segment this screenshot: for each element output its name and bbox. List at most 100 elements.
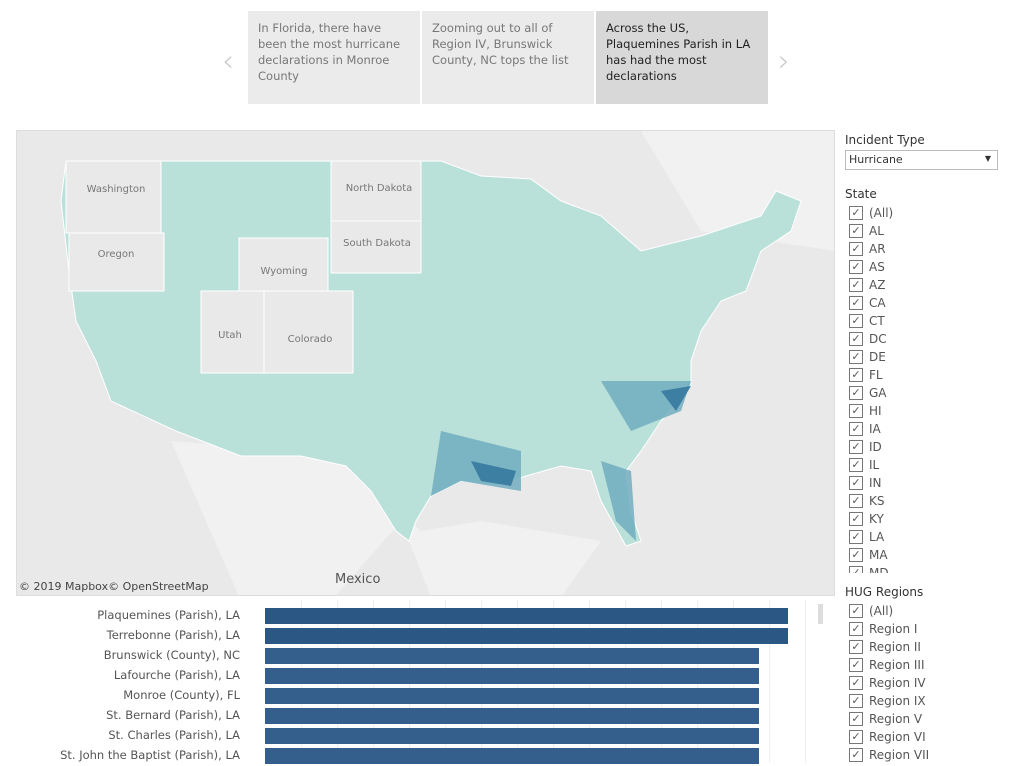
bar-label: Terrebonne (Parish), LA (106, 628, 240, 642)
checkbox-checked-icon[interactable]: ✓ (849, 404, 863, 418)
bar-row[interactable]: St. Charles (Parish), LA (0, 726, 800, 746)
story-point-1[interactable]: In Florida, there have been the most hur… (248, 11, 420, 104)
checkbox-item[interactable]: ✓ (All) (845, 204, 893, 222)
checkbox-checked-icon[interactable]: ✓ (849, 206, 863, 220)
county-map[interactable]: Washington Oregon Wyoming Utah Colorado … (16, 130, 835, 596)
checkbox-item[interactable]: ✓ FL (845, 366, 893, 384)
checkbox-checked-icon[interactable]: ✓ (849, 386, 863, 400)
checkbox-item[interactable]: ✓ (All) (845, 602, 929, 620)
checkbox-item[interactable]: ✓ Region IV (845, 674, 929, 692)
checkbox-item[interactable]: ✓ CT (845, 312, 893, 330)
checkbox-checked-icon[interactable]: ✓ (849, 676, 863, 690)
checkbox-checked-icon[interactable]: ✓ (849, 730, 863, 744)
checkbox-checked-icon[interactable]: ✓ (849, 278, 863, 292)
checkbox-checked-icon[interactable]: ✓ (849, 530, 863, 544)
checkbox-checked-icon[interactable]: ✓ (849, 566, 863, 573)
checkbox-checked-icon[interactable]: ✓ (849, 422, 863, 436)
bar-row[interactable]: Monroe (County), FL (0, 686, 800, 706)
bar[interactable] (265, 748, 759, 764)
bar[interactable] (265, 648, 759, 664)
checkbox-checked-icon[interactable]: ✓ (849, 512, 863, 526)
checkbox-item[interactable]: ✓ Region VI (845, 728, 929, 746)
chevron-left-icon[interactable]: ‹ (222, 44, 234, 79)
checkbox-item[interactable]: ✓ Region V (845, 710, 929, 728)
checkbox-checked-icon[interactable]: ✓ (849, 296, 863, 310)
checkbox-item[interactable]: ✓ AZ (845, 276, 893, 294)
checkbox-label: Region VII (869, 748, 930, 762)
checkbox-item[interactable]: ✓ CA (845, 294, 893, 312)
bar-label: Monroe (County), FL (123, 688, 240, 702)
bar[interactable] (265, 668, 759, 684)
bar-row[interactable]: Terrebonne (Parish), LA (0, 626, 800, 646)
scrollbar[interactable] (818, 604, 823, 624)
state-label: Oregon (98, 249, 135, 260)
checkbox-checked-icon[interactable]: ✓ (849, 332, 863, 346)
checkbox-checked-icon[interactable]: ✓ (849, 694, 863, 708)
bar-row[interactable]: Plaquemines (Parish), LA (0, 606, 800, 626)
checkbox-checked-icon[interactable]: ✓ (849, 712, 863, 726)
checkbox-item[interactable]: ✓ GA (845, 384, 893, 402)
bar[interactable] (265, 728, 759, 744)
checkbox-item[interactable]: ✓ MA (845, 546, 893, 564)
incident-type-select[interactable]: Hurricane ▼ (845, 150, 998, 170)
checkbox-checked-icon[interactable]: ✓ (849, 314, 863, 328)
checkbox-label: Region VI (869, 730, 926, 744)
checkbox-item[interactable]: ✓ AL (845, 222, 893, 240)
checkbox-item[interactable]: ✓ Region I (845, 620, 929, 638)
checkbox-item[interactable]: ✓ HI (845, 402, 893, 420)
checkbox-checked-icon[interactable]: ✓ (849, 350, 863, 364)
checkbox-item[interactable]: ✓ KY (845, 510, 893, 528)
checkbox-checked-icon[interactable]: ✓ (849, 224, 863, 238)
country-label: Mexico (335, 572, 381, 587)
checkbox-checked-icon[interactable]: ✓ (849, 748, 863, 762)
checkbox-checked-icon[interactable]: ✓ (849, 242, 863, 256)
bar[interactable] (265, 708, 759, 724)
checkbox-item[interactable]: ✓ IL (845, 456, 893, 474)
bar-row[interactable]: St. Bernard (Parish), LA (0, 706, 800, 726)
checkbox-item[interactable]: ✓ Region III (845, 656, 929, 674)
checkbox-checked-icon[interactable]: ✓ (849, 368, 863, 382)
bar-row[interactable]: Lafourche (Parish), LA (0, 666, 800, 686)
checkbox-item[interactable]: ✓ DE (845, 348, 893, 366)
checkbox-item[interactable]: ✓ Region II (845, 638, 929, 656)
checkbox-checked-icon[interactable]: ✓ (849, 440, 863, 454)
checkbox-item[interactable]: ✓ AS (845, 258, 893, 276)
bar-row[interactable]: Brunswick (County), NC (0, 646, 800, 666)
checkbox-checked-icon[interactable]: ✓ (849, 260, 863, 274)
checkbox-label: CT (869, 314, 885, 328)
checkbox-label: Region IX (869, 694, 926, 708)
bar[interactable] (265, 628, 788, 644)
checkbox-checked-icon[interactable]: ✓ (849, 548, 863, 562)
chevron-right-icon[interactable]: › (778, 44, 790, 79)
checkbox-item[interactable]: ✓ Region VII (845, 746, 929, 764)
map-credit[interactable]: © 2019 Mapbox© OpenStreetMap (19, 580, 209, 593)
checkbox-item[interactable]: ✓ LA (845, 528, 893, 546)
checkbox-checked-icon[interactable]: ✓ (849, 458, 863, 472)
bar[interactable] (265, 688, 759, 704)
checkbox-checked-icon[interactable]: ✓ (849, 622, 863, 636)
story-point-3[interactable]: Across the US, Plaquemines Parish in LA … (596, 11, 768, 104)
checkbox-item[interactable]: ✓ DC (845, 330, 893, 348)
checkbox-label: GA (869, 386, 887, 400)
bar[interactable] (265, 608, 788, 624)
checkbox-label: IA (869, 422, 881, 436)
checkbox-item[interactable]: ✓ MD (845, 564, 893, 573)
checkbox-item[interactable]: ✓ KS (845, 492, 893, 510)
checkbox-item[interactable]: ✓ ID (845, 438, 893, 456)
checkbox-item[interactable]: ✓ AR (845, 240, 893, 258)
bar-chart: Plaquemines (Parish), LA Terrebonne (Pari… (0, 600, 820, 766)
checkbox-label: (All) (869, 206, 894, 220)
checkbox-checked-icon[interactable]: ✓ (849, 658, 863, 672)
checkbox-checked-icon[interactable]: ✓ (849, 476, 863, 490)
checkbox-checked-icon[interactable]: ✓ (849, 604, 863, 618)
checkbox-checked-icon[interactable]: ✓ (849, 494, 863, 508)
checkbox-label: AS (869, 260, 885, 274)
dropdown-arrow-icon: ▼ (984, 154, 991, 163)
checkbox-checked-icon[interactable]: ✓ (849, 640, 863, 654)
story-point-2[interactable]: Zooming out to all of Region IV, Brunswi… (422, 11, 594, 104)
checkbox-item[interactable]: ✓ IA (845, 420, 893, 438)
checkbox-item[interactable]: ✓ IN (845, 474, 893, 492)
checkbox-item[interactable]: ✓ Region IX (845, 692, 929, 710)
checkbox-label: Region I (869, 622, 918, 636)
bar-row[interactable]: St. John the Baptist (Parish), LA (0, 746, 800, 766)
